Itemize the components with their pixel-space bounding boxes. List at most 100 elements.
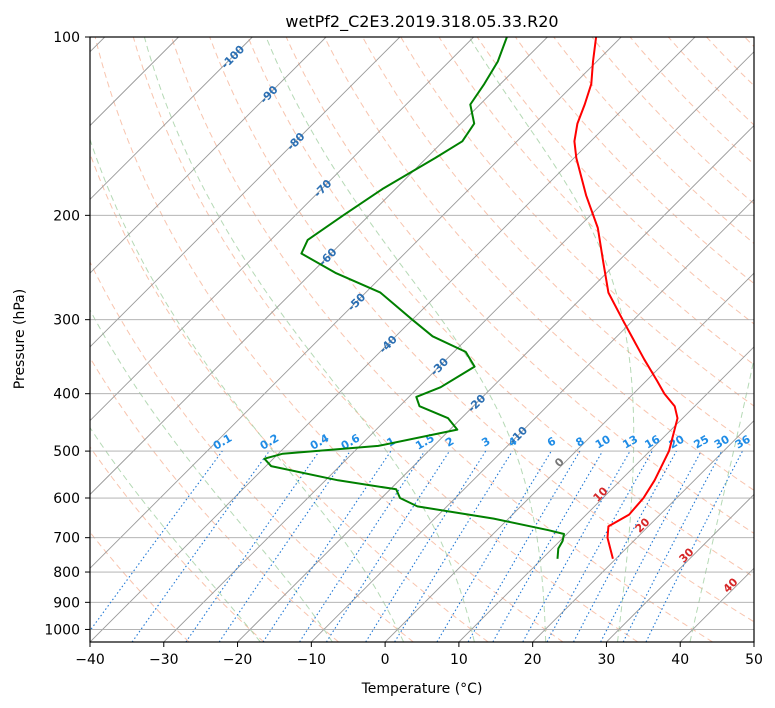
isotherm-label: -20 (465, 392, 488, 415)
mixing-ratio-label: 2 (443, 435, 456, 450)
profile-series (263, 37, 679, 560)
mixing-ratio-line (131, 450, 270, 642)
x-axis-ticks: −40 −30 −20 −10 0 10 20 30 40 50 (75, 642, 763, 668)
moist-adiabat-line (90, 426, 261, 642)
mixing-ratio-line (645, 450, 743, 642)
isotherm-label: -80 (284, 130, 307, 153)
moist-adiabat-line (90, 137, 405, 642)
y-tick-label: 400 (53, 387, 80, 403)
dry-adiabat-line (438, 37, 754, 366)
isotherm-line (384, 272, 754, 642)
y-tick-label: 100 (53, 30, 80, 46)
isotherm-line (237, 124, 754, 642)
grid-lines (90, 37, 754, 642)
mixing-ratio-label: 3 (479, 435, 492, 450)
y-tick-label: 800 (53, 565, 80, 581)
x-tick-label: 40 (671, 652, 689, 668)
moist-adiabat-label: 30 (677, 545, 697, 565)
mixing-ratio-line (365, 450, 487, 642)
isotherm-line (90, 37, 253, 200)
mixing-ratio-label: 13 (620, 433, 640, 452)
dry-adiabat-line (476, 37, 754, 325)
dry-adiabat-line (90, 260, 414, 642)
y-tick-label: 600 (53, 491, 80, 507)
x-tick-label: 50 (745, 652, 763, 668)
dry-adiabat-line (770, 24, 775, 642)
mixing-ratio-label: 10 (593, 432, 613, 451)
x-axis-label: Temperature (°C) (361, 681, 483, 697)
mixing-ratio-label: 6 (545, 434, 558, 449)
mixing-ratio-label: 16 (643, 432, 663, 451)
mixing-ratio-line (436, 450, 552, 642)
dry-adiabat-line (629, 37, 754, 165)
x-tick-label: 20 (524, 652, 542, 668)
mixing-ratio-label: 36 (733, 432, 753, 451)
isotherm-line (458, 346, 754, 642)
isotherm-line (679, 567, 754, 642)
isotherm-label: -70 (311, 177, 334, 200)
mixing-ratio-line (522, 450, 631, 642)
x-tick-label: −40 (75, 652, 105, 668)
mixing-ratio-line (546, 450, 653, 642)
moist-adiabat-line (689, 356, 754, 642)
x-tick-label: −10 (297, 652, 327, 668)
isotherm-label: -60 (316, 245, 339, 268)
dry-adiabat-line (667, 37, 754, 126)
dry-adiabat-line (90, 152, 489, 642)
isotherm-line (753, 641, 754, 642)
moist-adiabat-line (143, 37, 475, 642)
dry-adiabat-line (247, 37, 754, 578)
dry-adiabat-line (705, 37, 754, 87)
mixing-ratio-label: 0.2 (258, 432, 281, 453)
isotherm-line (90, 37, 548, 496)
mixing-ratio-line (299, 450, 426, 642)
y-tick-label: 300 (53, 313, 80, 329)
isotherm-line (532, 420, 754, 642)
temperature-profile-line (573, 37, 679, 560)
x-tick-label: −30 (149, 652, 179, 668)
chart-title: wetPf2_C2E3.2019.318.05.33.R20 (285, 12, 558, 32)
isotherm-line (90, 37, 622, 569)
x-tick-label: −20 (223, 652, 253, 668)
isotherm-line (90, 37, 696, 642)
moist-adiabat-line (90, 308, 333, 642)
mixing-ratio-line (394, 450, 513, 642)
y-tick-label: 1000 (44, 622, 80, 638)
isotherm-label: -30 (428, 355, 451, 378)
plot-frame (89, 36, 755, 643)
mixing-ratio-label: 0.1 (211, 432, 234, 453)
isotherm-line (90, 37, 474, 422)
mixing-ratio-label: 30 (712, 432, 732, 451)
dry-adiabat-line (285, 37, 754, 534)
moist-adiabat-label: 40 (721, 575, 741, 595)
y-axis-ticks: 100 200 300 400 500 600 700 800 900 1000 (44, 30, 90, 638)
moist-adiabat-label: 10 (591, 484, 611, 504)
isotherm-label: -90 (257, 83, 280, 106)
x-tick-label: 0 (381, 652, 390, 668)
isotherm-line (90, 37, 327, 274)
y-tick-label: 500 (53, 444, 80, 460)
y-tick-label: 200 (53, 208, 80, 224)
x-tick-label: 30 (598, 652, 616, 668)
mixing-ratio-line (262, 450, 392, 642)
isotherm-line (606, 493, 754, 642)
background-lines (90, 24, 775, 642)
line-labels: 0.1 0.2 0.4 0.6 1 1.5 2 3 4 6 8 10 13 16 20 25 30 36-100-… (211, 43, 753, 596)
dry-adiabat-line (90, 446, 265, 642)
moist-adiabat-line (763, 37, 775, 642)
dry-adiabat-line (132, 37, 639, 642)
x-tick-label: 10 (450, 652, 468, 668)
dewpoint-profile-line (263, 37, 565, 559)
y-axis-label: Pressure (hPa) (12, 289, 28, 389)
y-tick-label: 700 (53, 531, 80, 547)
dry-adiabat-line (90, 356, 339, 642)
mixing-ratio-line (573, 450, 677, 642)
moist-adiabat-label: 20 (633, 515, 653, 535)
moist-adiabat-line (468, 37, 635, 642)
mixing-ratio-line (218, 450, 351, 642)
isotherm-label: -50 (345, 290, 368, 313)
dry-adiabat-line (400, 37, 754, 407)
mixing-ratio-line (90, 450, 223, 632)
dry-adiabat-line (362, 37, 754, 449)
